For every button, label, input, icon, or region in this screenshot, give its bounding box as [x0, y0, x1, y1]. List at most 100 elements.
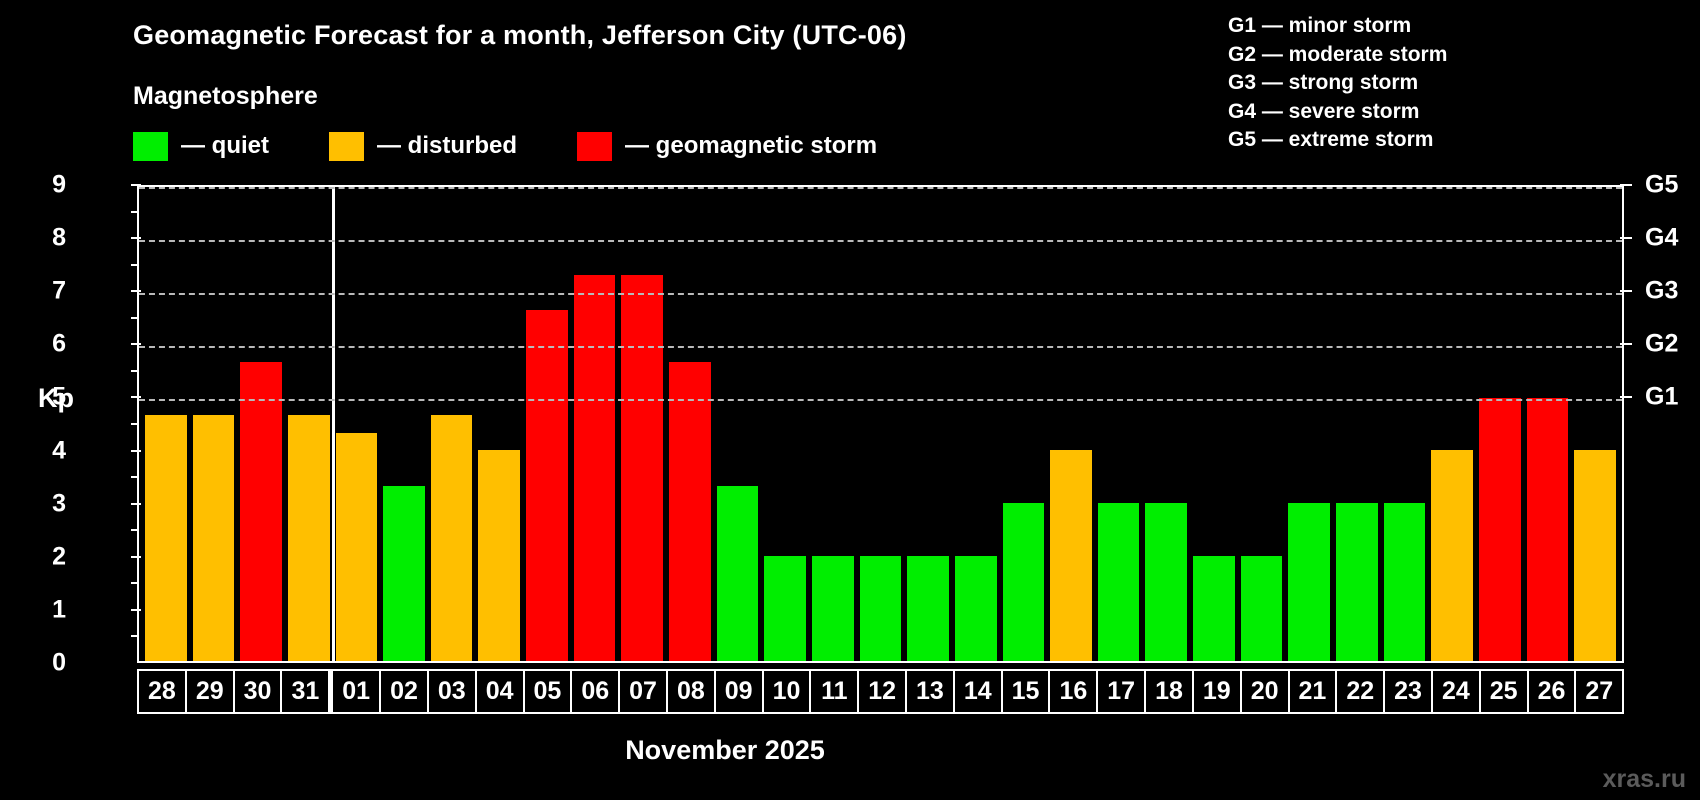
day-label-07[interactable]: 07 [620, 671, 668, 712]
bar-slot-02[interactable] [380, 187, 428, 661]
day-label-27[interactable]: 27 [1585, 677, 1614, 705]
bar-slot-16[interactable] [1047, 187, 1095, 661]
bar-day-21[interactable] [1288, 503, 1331, 661]
day-label-19[interactable]: 19 [1194, 671, 1242, 712]
bar-day-19[interactable] [1193, 555, 1235, 661]
bar-day-28[interactable] [145, 415, 187, 661]
bar-slot-13[interactable] [904, 187, 952, 661]
day-label-08[interactable]: 08 [668, 671, 716, 712]
day-label-17[interactable]: 17 [1098, 671, 1147, 712]
bar-slot-21[interactable] [1285, 187, 1333, 661]
legend: — quiet — disturbed — geomagnetic storm [133, 131, 877, 161]
day-label-06[interactable]: 06 [572, 671, 621, 712]
bar-slot-14[interactable] [952, 187, 1000, 661]
bar-day-01[interactable] [335, 432, 378, 661]
bar-day-31[interactable] [287, 415, 330, 661]
y-tick-mark-7 [131, 290, 141, 293]
day-label-20[interactable]: 20 [1242, 671, 1290, 712]
bar-day-13[interactable] [907, 555, 949, 661]
bar-slot-27[interactable] [1571, 187, 1619, 661]
bar-day-08[interactable] [669, 362, 711, 661]
day-label-30[interactable]: 30 [235, 671, 283, 712]
day-label-24[interactable]: 24 [1433, 671, 1481, 712]
bar-slot-28[interactable] [142, 187, 190, 661]
day-label-15[interactable]: 15 [1003, 671, 1051, 712]
day-label-22[interactable]: 22 [1337, 671, 1386, 712]
legend-swatch-storm [577, 131, 613, 161]
legend-item-quiet: — quiet [133, 131, 269, 161]
bar-day-03[interactable] [430, 415, 473, 661]
bar-slot-31[interactable] [285, 187, 333, 661]
bar-slot-19[interactable] [1190, 187, 1238, 661]
bar-day-02[interactable] [383, 485, 425, 661]
bar-slot-26[interactable] [1524, 187, 1572, 661]
day-label-23[interactable]: 23 [1385, 671, 1433, 712]
bar-slot-23[interactable] [1381, 187, 1429, 661]
g-tick-G1: G1 [1645, 382, 1679, 411]
day-label-09[interactable]: 09 [716, 671, 764, 712]
bar-day-16[interactable] [1050, 450, 1092, 661]
bar-slot-06[interactable] [571, 187, 619, 661]
bar-day-22[interactable] [1336, 503, 1378, 661]
bar-slot-25[interactable] [1476, 187, 1524, 661]
bar-slot-09[interactable] [714, 187, 762, 661]
bar-day-04[interactable] [478, 450, 521, 661]
bar-slot-11[interactable] [809, 187, 857, 661]
bar-slot-22[interactable] [1333, 187, 1381, 661]
bar-slot-29[interactable] [190, 187, 238, 661]
bar-day-10[interactable] [764, 555, 806, 661]
bar-slot-10[interactable] [761, 187, 809, 661]
bar-day-20[interactable] [1240, 555, 1283, 661]
bar-slot-07[interactable] [618, 187, 666, 661]
bar-day-23[interactable] [1383, 503, 1426, 661]
bar-slot-05[interactable] [523, 187, 571, 661]
bar-day-09[interactable] [716, 485, 759, 661]
bar-slot-15[interactable] [1000, 187, 1048, 661]
bar-day-06[interactable] [573, 274, 616, 661]
bar-day-24[interactable] [1431, 450, 1473, 661]
day-label-18[interactable]: 18 [1146, 671, 1194, 712]
day-label-28[interactable]: 28 [139, 671, 187, 712]
bar-day-11[interactable] [811, 555, 854, 661]
bar-day-18[interactable] [1145, 503, 1188, 661]
bar-slot-20[interactable] [1238, 187, 1286, 661]
bar-slot-17[interactable] [1095, 187, 1143, 661]
bar-slot-12[interactable] [857, 187, 905, 661]
bar-slot-18[interactable] [1142, 187, 1190, 661]
day-label-12[interactable]: 12 [859, 671, 907, 712]
day-label-02[interactable]: 02 [381, 671, 429, 712]
bar-day-14[interactable] [954, 555, 997, 661]
bar-slot-08[interactable] [666, 187, 714, 661]
day-label-04[interactable]: 04 [477, 671, 525, 712]
day-label-05[interactable]: 05 [525, 671, 573, 712]
day-label-31[interactable]: 31 [282, 671, 331, 712]
bar-slot-30[interactable] [237, 187, 285, 661]
bar-slot-01[interactable] [333, 187, 381, 661]
y-minor-tick [131, 529, 138, 532]
bar-day-26[interactable] [1526, 397, 1569, 661]
bar-day-07[interactable] [621, 274, 664, 661]
day-label-29[interactable]: 29 [187, 671, 235, 712]
day-label-21[interactable]: 21 [1290, 671, 1338, 712]
bar-slot-04[interactable] [475, 187, 523, 661]
bar-day-17[interactable] [1097, 503, 1140, 661]
bar-day-30[interactable] [240, 362, 282, 661]
bar-day-27[interactable] [1574, 450, 1616, 661]
day-label-25[interactable]: 25 [1481, 671, 1529, 712]
bar-day-05[interactable] [526, 309, 568, 661]
y-tick-3: 3 [52, 489, 66, 518]
bar-day-29[interactable] [192, 415, 235, 661]
bar-slot-03[interactable] [428, 187, 476, 661]
day-label-26[interactable]: 26 [1529, 671, 1577, 712]
bar-slot-24[interactable] [1428, 187, 1476, 661]
day-label-16[interactable]: 16 [1050, 671, 1099, 712]
day-label-01[interactable]: 01 [330, 671, 382, 712]
bar-day-25[interactable] [1478, 397, 1521, 661]
day-label-03[interactable]: 03 [429, 671, 477, 712]
day-label-14[interactable]: 14 [955, 671, 1003, 712]
bar-day-15[interactable] [1002, 503, 1045, 661]
day-label-13[interactable]: 13 [907, 671, 955, 712]
day-label-10[interactable]: 10 [764, 671, 812, 712]
day-label-11[interactable]: 11 [811, 671, 860, 712]
bar-day-12[interactable] [859, 555, 902, 661]
